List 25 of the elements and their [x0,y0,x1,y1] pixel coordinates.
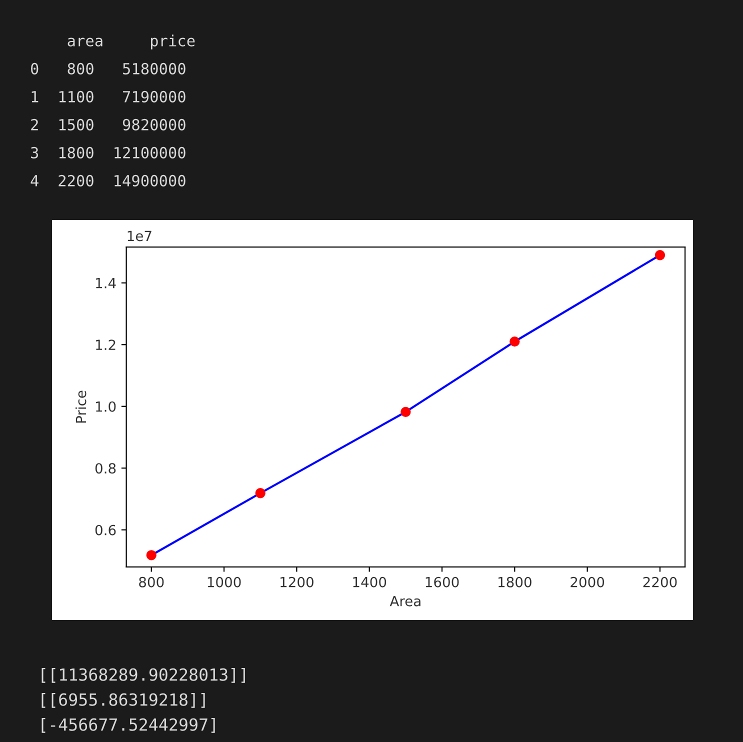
x-tick-label: 800 [139,576,164,588]
text: 4 2200 14900000 [30,174,186,186]
y-tick-label: 1.0 [96,401,116,412]
text: 3 1800 12100000 [31,146,186,158]
x-tick-label: 2000 [570,576,604,588]
x-axis-title: Area [390,596,420,606]
text: [-456677.52442997] [42,718,215,733]
y-tick-label: 1.4 [96,278,116,288]
x-tick-label: 1800 [498,576,532,588]
y-tick-label: 0.6 [95,524,116,536]
x-tick-label: 2200 [643,576,677,588]
y-tick-label: 0.8 [95,463,116,474]
y-axis-title: Price [76,390,86,423]
x-tick-label: 1400 [353,576,386,588]
text: 1e7 [128,230,152,242]
y-tick-label: 1.2 [96,340,116,350]
text: 2 1500 9820000 [31,118,186,130]
x-tick-label: 1600 [426,576,459,588]
text: area price [68,34,195,50]
x-tick-label: 1000 [208,576,241,588]
text: [[11368289.90228013]] [42,668,245,683]
text: [[6955.86319218]] [42,692,205,708]
text: 0 800 5180000 [30,62,186,74]
x-tick-label: 1200 [280,576,314,588]
text: 1 1100 7190000 [32,90,186,102]
